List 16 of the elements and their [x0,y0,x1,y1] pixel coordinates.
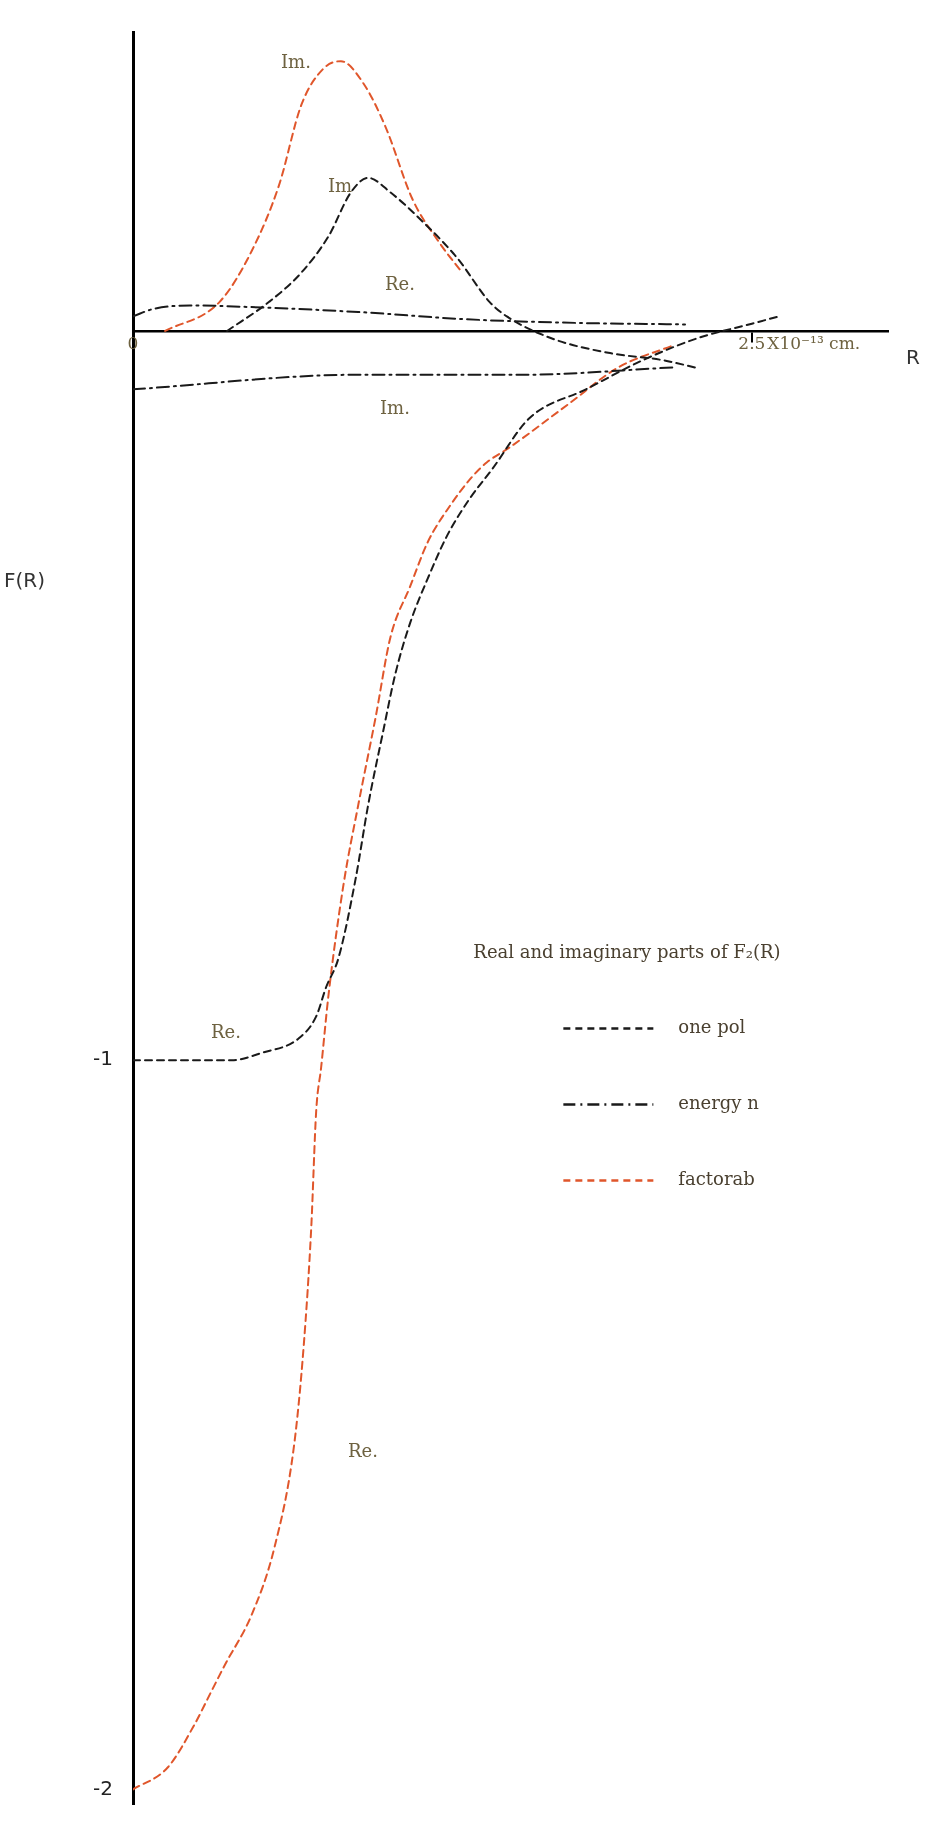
legend-title: Real and imaginary parts of F₂(R) [473,941,781,963]
annotation: Re. [211,1020,241,1042]
annotation: Re. [385,272,415,294]
y-tick-label: -2 [93,1775,113,1800]
annotation: Im. [380,396,410,418]
legend-label: one pol [678,1016,746,1038]
legend-label: factorab [678,1168,755,1190]
x-tick-label: 2.5 [738,333,766,354]
x-axis-title: R [906,345,920,370]
annotation: Im. [281,50,311,72]
y-axis-title: F(R) [4,567,46,592]
annotation: Re. [348,1439,378,1461]
y-tick-label: -1 [93,1046,113,1071]
annotation: X10⁻¹³ cm. [767,333,861,354]
annotation: Im [328,174,353,196]
legend-label: energy n [678,1092,760,1114]
